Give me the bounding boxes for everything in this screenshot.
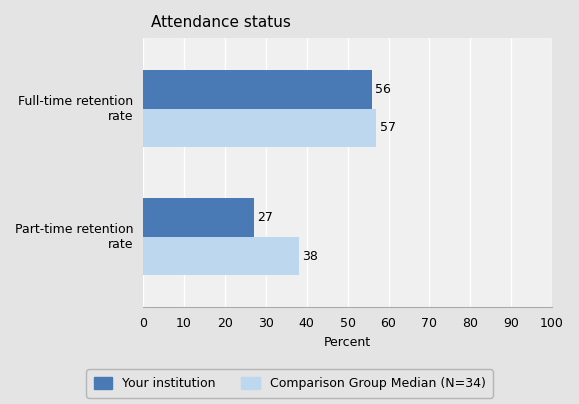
Text: 57: 57 bbox=[379, 121, 395, 135]
Bar bbox=[143, 109, 376, 147]
Text: 56: 56 bbox=[375, 83, 391, 96]
Bar bbox=[143, 237, 299, 275]
Bar bbox=[143, 70, 372, 109]
Bar bbox=[143, 198, 254, 237]
Legend: Your institution, Comparison Group Median (N=34): Your institution, Comparison Group Media… bbox=[86, 369, 493, 398]
Text: Attendance status: Attendance status bbox=[151, 15, 291, 30]
X-axis label: Percent: Percent bbox=[324, 336, 371, 349]
Text: 27: 27 bbox=[257, 211, 273, 224]
Text: 38: 38 bbox=[302, 250, 318, 263]
